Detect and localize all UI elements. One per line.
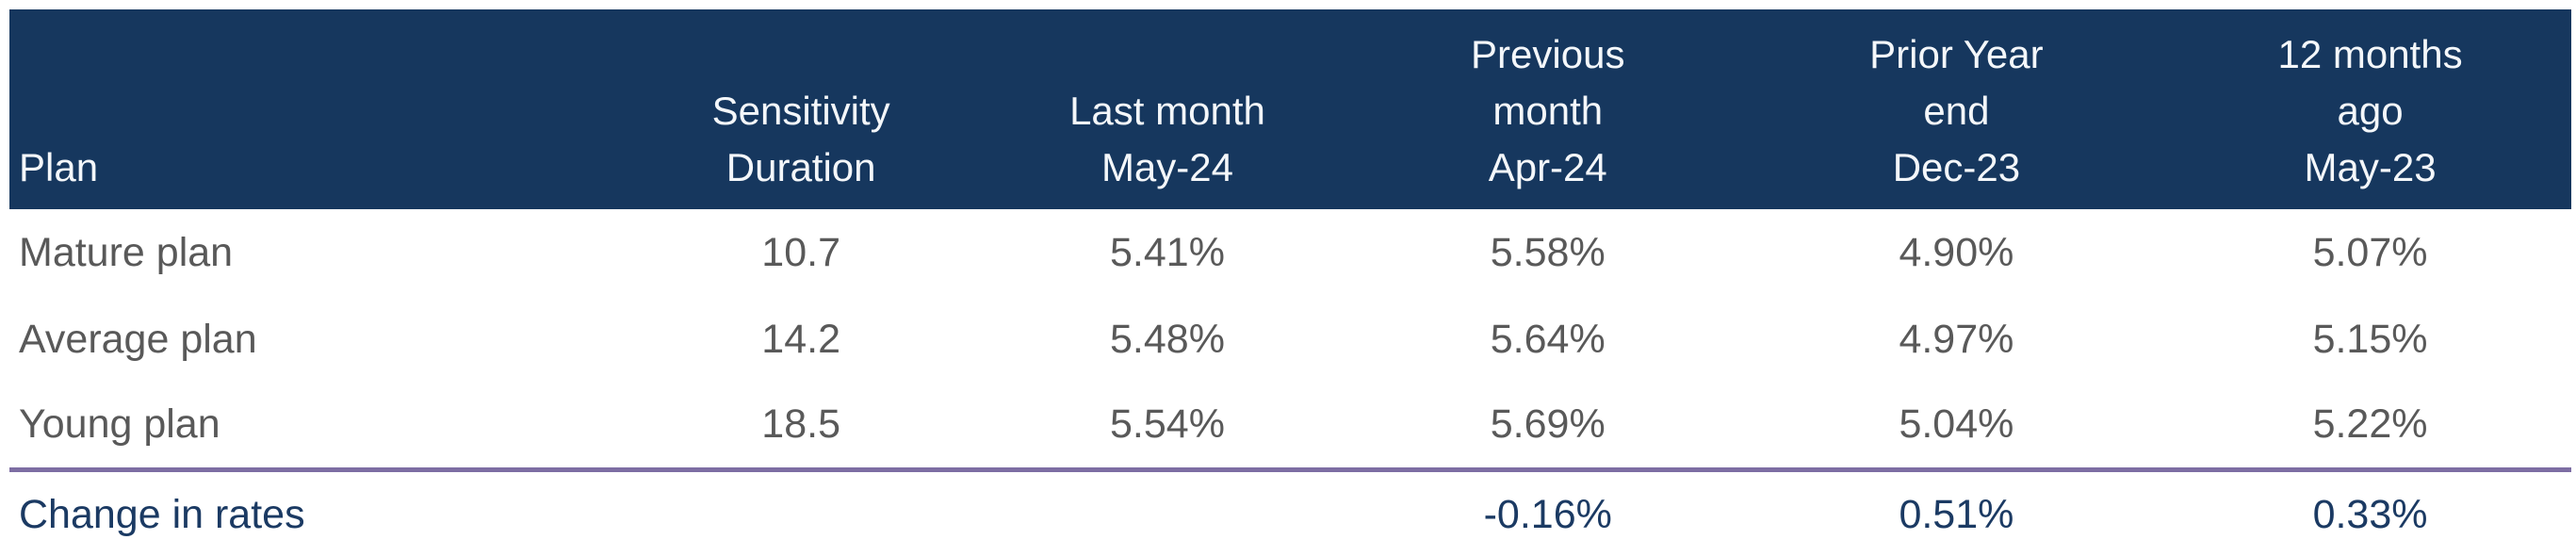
header-sensitivity-duration: Sensitivity Duration [619,9,984,209]
cell-plan-name: Mature plan [19,229,234,275]
cell-previous-month: 5.69% [1490,401,1606,448]
table-row-young-plan: Young plan 18.5 5.54% 5.69% 5.04% 5.22% [9,383,2571,469]
cell-prior-year-end: 5.04% [1899,401,2014,448]
header-previous-month: Previous month Apr-24 [1351,9,1744,209]
table-footer: Change in rates -0.16% 0.51% 0.33% [9,466,2571,556]
header-prior-year-end: Prior Year end Dec-23 [1743,9,2170,209]
cell-prior-year-end: 4.97% [1899,316,2014,362]
table-row-average-plan: Average plan 14.2 5.48% 5.64% 4.97% 5.15… [9,296,2571,383]
cell-plan-name: Average plan [19,316,257,362]
header-row: Plan Sensitivity Duration Last month May… [9,9,2571,209]
change-cell-last-month [983,466,1352,556]
change-cell-previous-month: -0.16% [1351,466,1744,556]
cell-previous-month: 5.58% [1490,229,1606,275]
change-in-rates-label: Change in rates [9,466,620,556]
change-cell-12-months-ago: 0.33% [2169,466,2571,556]
cell-plan-name: Young plan [19,401,220,448]
header-last-month: Last month May-24 [983,9,1352,209]
cell-last-month: 5.54% [1110,401,1225,448]
cell-sensitivity-duration: 18.5 [761,401,840,448]
change-cell-prior-year-end: 0.51% [1743,466,2170,556]
table-row-mature-plan: Mature plan 10.7 5.41% 5.58% 4.90% 5.07% [9,209,2571,296]
cell-12-months-ago: 5.15% [2312,316,2428,362]
header-12-months-ago: 12 months ago May-23 [2169,9,2571,209]
cell-sensitivity-duration: 10.7 [761,229,840,275]
cell-12-months-ago: 5.07% [2312,229,2428,275]
cell-12-months-ago: 5.22% [2312,401,2428,448]
cell-last-month: 5.48% [1110,316,1225,362]
change-cell-sensitivity-duration [619,466,984,556]
cell-previous-month: 5.64% [1490,316,1606,362]
discount-rates-table: Plan Sensitivity Duration Last month May… [9,9,2571,556]
table-body: Mature plan 10.7 5.41% 5.58% 4.90% 5.07%… [9,209,2571,469]
header-plan: Plan [9,9,620,209]
table-header: Plan Sensitivity Duration Last month May… [9,9,2571,209]
cell-sensitivity-duration: 14.2 [761,316,840,362]
cell-last-month: 5.41% [1110,229,1225,275]
change-in-rates-row: Change in rates -0.16% 0.51% 0.33% [9,466,2571,556]
cell-prior-year-end: 4.90% [1899,229,2014,275]
